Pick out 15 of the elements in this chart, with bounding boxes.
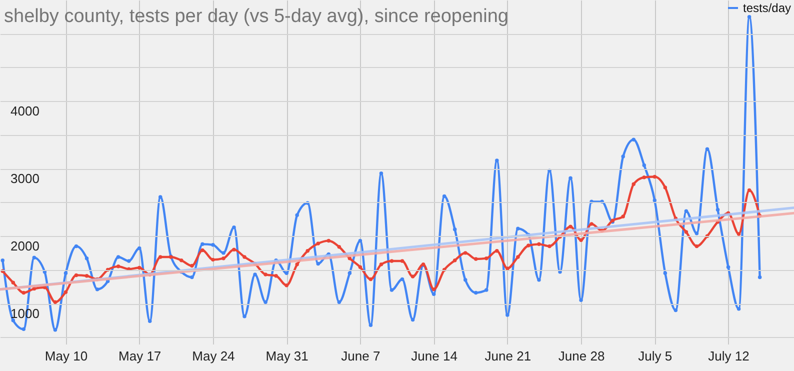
legend-label: tests/day (743, 1, 792, 15)
x-tick-label: July 12 (708, 348, 750, 364)
y-tick-label: 4000 (10, 104, 40, 119)
y-tick-label: 3000 (10, 171, 40, 186)
x-tick-label: June 14 (411, 348, 458, 364)
x-tick-label: June 21 (484, 348, 532, 364)
x-tick-label: May 31 (266, 348, 308, 364)
x-tick-label: May 24 (192, 348, 235, 364)
x-tick-label: June 28 (558, 348, 605, 364)
y-tick-label: 2000 (10, 238, 40, 254)
x-tick-label: May 10 (44, 348, 88, 364)
x-tick-label: May 17 (118, 348, 162, 364)
x-tick-label: July 5 (638, 348, 672, 364)
chart-title: shelby county, tests per day (vs 5-day avg), since reopening (4, 6, 508, 27)
x-tick-label: June 7 (341, 348, 380, 364)
